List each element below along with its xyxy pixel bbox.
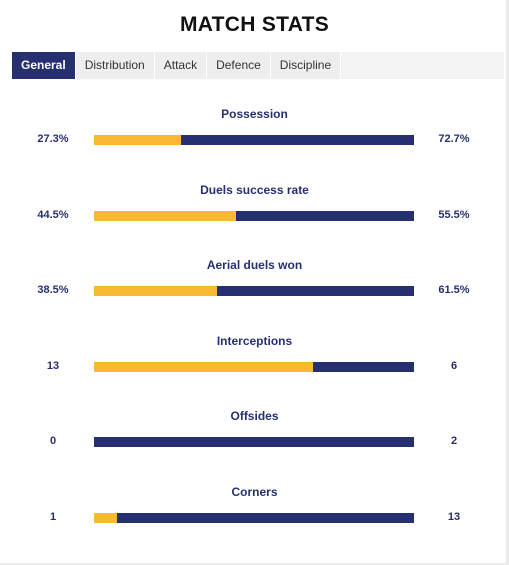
- stat-possession: Possession 27.3% 72.7%: [0, 107, 509, 157]
- away-value: 13: [447, 511, 461, 523]
- stats-tab-bar: General Distribution Attack Defence Disc…: [12, 52, 504, 79]
- window-bottom-edge: [0, 563, 509, 565]
- home-value: 1: [49, 511, 57, 523]
- home-bar-fill: [94, 286, 218, 296]
- comparison-bar: [94, 362, 414, 372]
- home-bar-fill: [94, 135, 182, 145]
- tab-distribution[interactable]: Distribution: [75, 52, 155, 79]
- comparison-bar: [94, 437, 414, 447]
- stat-label: Offsides: [230, 409, 279, 423]
- stat-offsides: Offsides 0 2: [0, 409, 509, 459]
- tab-discipline[interactable]: Discipline: [270, 52, 342, 79]
- comparison-bar: [94, 513, 414, 523]
- stat-corners: Corners 1 13: [0, 485, 509, 535]
- stat-label: Corners: [231, 485, 278, 499]
- tab-defence[interactable]: Defence: [207, 52, 271, 79]
- away-value: 61.5%: [438, 284, 470, 296]
- comparison-bar: [94, 286, 414, 296]
- tab-general[interactable]: General: [12, 52, 76, 79]
- stat-duels-success-rate: Duels success rate 44.5% 55.5%: [0, 183, 509, 233]
- stat-label: Duels success rate: [200, 183, 309, 197]
- away-value: 55.5%: [438, 209, 470, 221]
- stat-interceptions: Interceptions 13 6: [0, 334, 509, 384]
- tab-attack[interactable]: Attack: [154, 52, 208, 79]
- stat-label: Possession: [221, 107, 288, 121]
- window-right-edge: [506, 0, 509, 565]
- away-value: 72.7%: [438, 133, 470, 145]
- stat-label: Interceptions: [216, 334, 293, 348]
- home-value: 13: [46, 360, 60, 372]
- home-value: 44.5%: [37, 209, 69, 221]
- comparison-bar: [94, 211, 414, 221]
- home-bar-fill: [94, 513, 117, 523]
- home-value: 0: [49, 435, 57, 447]
- stat-aerial-duels-won: Aerial duels won 38.5% 61.5%: [0, 258, 509, 308]
- away-value: 6: [450, 360, 458, 372]
- home-bar-fill: [94, 362, 313, 372]
- away-value: 2: [450, 435, 458, 447]
- page-title: MATCH STATS: [179, 13, 330, 36]
- home-bar-fill: [94, 211, 237, 221]
- stat-label: Aerial duels won: [206, 258, 303, 272]
- home-value: 27.3%: [37, 133, 69, 145]
- comparison-bar: [94, 135, 414, 145]
- home-value: 38.5%: [37, 284, 69, 296]
